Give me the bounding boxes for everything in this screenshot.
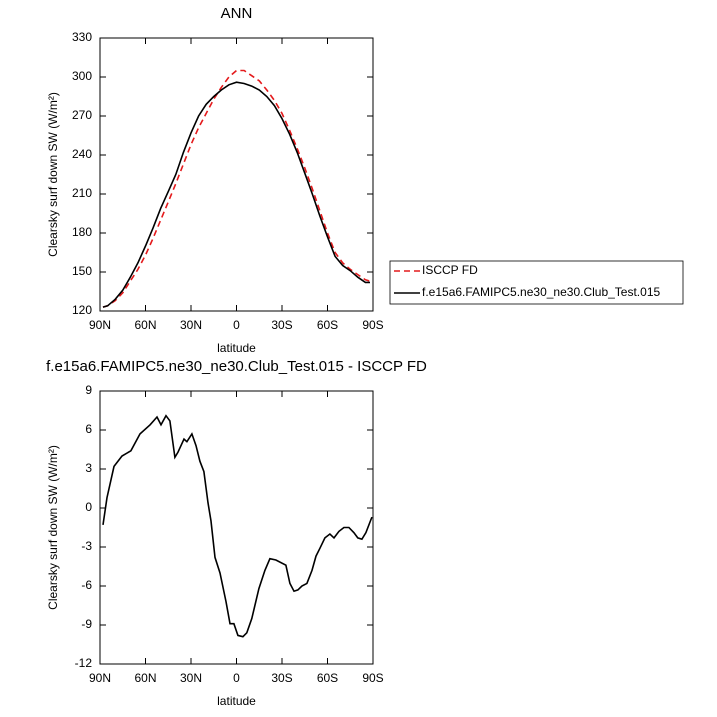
- plot-frame: [99, 390, 374, 665]
- x-tick-label: 30N: [180, 318, 202, 332]
- data-line: [102, 69, 371, 308]
- x-tick-label: 60S: [317, 318, 338, 332]
- x-tick-label: 30S: [271, 318, 292, 332]
- legend-box: [389, 260, 684, 305]
- y-tick-label: 270: [72, 108, 92, 122]
- y-tick-label: 330: [72, 30, 92, 44]
- x-tick-label: 90N: [89, 671, 111, 685]
- y-axis-label: Clearsky surf down SW (W/m²): [46, 445, 60, 610]
- y-tick-label: 210: [72, 186, 92, 200]
- y-tick-label: 150: [72, 264, 92, 278]
- legend-label: ISCCP FD: [422, 263, 478, 277]
- y-tick-label: 9: [85, 383, 92, 397]
- x-tick-label: 30N: [180, 671, 202, 685]
- y-axis-label: Clearsky surf down SW (W/m²): [46, 92, 60, 257]
- y-tick-label: 240: [72, 147, 92, 161]
- x-tick-label: 30S: [271, 671, 292, 685]
- y-tick-label: 180: [72, 225, 92, 239]
- y-tick-label: 6: [85, 422, 92, 436]
- plot-frame: [99, 37, 374, 312]
- x-tick-label: 90S: [362, 318, 383, 332]
- chart-title: ANN: [221, 5, 253, 22]
- x-tick-label: 60N: [134, 318, 156, 332]
- y-tick-label: 120: [72, 303, 92, 317]
- data-line: [102, 414, 373, 638]
- y-tick-label: -9: [81, 617, 92, 631]
- x-tick-label: 0: [233, 318, 240, 332]
- y-tick-label: 0: [85, 500, 92, 514]
- data-line: [102, 81, 370, 308]
- x-tick-label: 60S: [317, 671, 338, 685]
- x-axis-label: latitude: [217, 694, 256, 708]
- x-axis-label: latitude: [217, 341, 256, 355]
- y-tick-label: -12: [75, 656, 93, 670]
- y-tick-label: 3: [85, 461, 92, 475]
- x-tick-label: 90N: [89, 318, 111, 332]
- y-tick-label: -3: [81, 539, 92, 553]
- y-tick-label: 300: [72, 69, 92, 83]
- y-tick-label: -6: [81, 578, 92, 592]
- chart-title: f.e15a6.FAMIPC5.ne30_ne30.Club_Test.015 …: [46, 358, 427, 375]
- legend-label: f.e15a6.FAMIPC5.ne30_ne30.Club_Test.015: [422, 285, 660, 299]
- x-tick-label: 90S: [362, 671, 383, 685]
- x-tick-label: 0: [233, 671, 240, 685]
- x-tick-label: 60N: [134, 671, 156, 685]
